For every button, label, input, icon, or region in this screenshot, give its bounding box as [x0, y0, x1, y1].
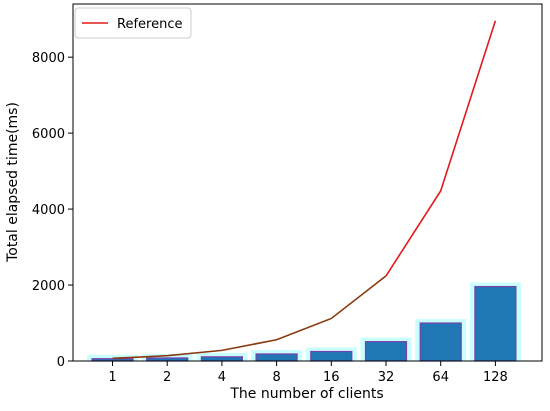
x-tick-label: 2	[163, 370, 171, 385]
x-tick-label: 32	[378, 370, 395, 385]
reference-line-upper	[386, 21, 495, 276]
y-axis-label: Total elapsed time(ms)	[5, 102, 21, 263]
bar	[366, 342, 407, 361]
legend-label-reference: Reference	[117, 17, 182, 32]
y-tick-label: 4000	[32, 203, 65, 218]
x-tick-label: 4	[218, 370, 226, 385]
bars-layer	[87, 283, 521, 361]
bar	[420, 323, 461, 361]
y-tick-label: 0	[57, 355, 65, 370]
y-axis-ticks: 0 2000 4000 6000 8000	[32, 51, 73, 370]
x-tick-label: 1	[108, 370, 116, 385]
y-tick-label: 2000	[32, 279, 65, 294]
y-tick-label: 6000	[32, 127, 65, 142]
reference-line-lower	[113, 276, 387, 358]
bar	[475, 287, 516, 361]
x-axis-ticks: 1 2 4 8 16 32 64 128	[108, 361, 507, 385]
x-tick-label: 8	[272, 370, 280, 385]
x-tick-label: 16	[323, 370, 340, 385]
x-tick-label: 64	[432, 370, 449, 385]
x-axis-label: The number of clients	[229, 386, 383, 402]
y-tick-label: 8000	[32, 51, 65, 66]
x-tick-label: 128	[483, 370, 508, 385]
legend: Reference	[75, 8, 191, 38]
bar	[311, 352, 352, 361]
bar	[201, 357, 242, 361]
bar	[256, 354, 297, 361]
line-layer	[112, 21, 495, 359]
